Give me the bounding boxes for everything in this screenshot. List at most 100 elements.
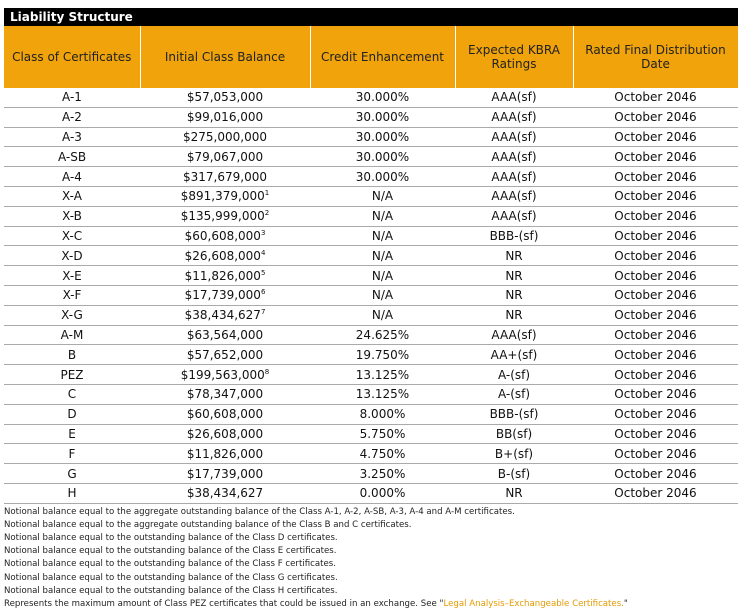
table-cell: $17,739,0006 (140, 285, 310, 306)
cell-text: A-(sf) (497, 387, 531, 402)
footnote-text: Notional balance equal to the outstandin… (4, 533, 338, 544)
table-cell: X-C (4, 226, 140, 247)
table-cell: October 2046 (573, 364, 738, 385)
cell-text: N/A (371, 248, 394, 263)
table-cell: $17,739,000 (140, 463, 310, 484)
table-cell: 13.125% (310, 384, 455, 405)
table-body: A-1 $57,053,000 30.000% AAA(sf) October 2046… (4, 88, 738, 504)
cell-text: October 2046 (614, 407, 697, 422)
table-row: A-SB $79,067,000 30.000% AAA(sf) October 204… (4, 146, 738, 168)
table-cell: A-(sf) (455, 384, 573, 405)
footnote: Notional balance equal to the outstandin… (4, 572, 738, 585)
cell-text: A-4 (62, 169, 82, 184)
table-cell: AAA(sf) (455, 166, 573, 187)
table-cell: $63,564,000 (140, 325, 310, 346)
cell-text: B+(sf) (494, 446, 534, 461)
cell-text: X-B (62, 209, 82, 224)
table-row: PEZ $199,563,0008 13.125% A-(sf) October 204… (4, 364, 738, 385)
table-cell: N/A (310, 245, 455, 267)
table-cell: October 2046 (573, 245, 738, 267)
cell-text: AAA(sf) (491, 209, 537, 224)
footnote-link[interactable]: Legal Analysis–Exchangeable Certificates… (443, 599, 624, 610)
cell-text: PEZ (60, 367, 84, 382)
table-cell: 30.000% (310, 146, 455, 168)
footnote-mark: 8 (264, 367, 270, 376)
table-cell: PEZ (4, 364, 140, 385)
table-row: A-3 $275,000,000 30.000% AAA(sf) October 204… (4, 127, 738, 148)
cell-text: 19.750% (355, 347, 410, 362)
cell-text: $99,016,000 (186, 110, 264, 125)
table-cell: D (4, 404, 140, 425)
cell-text: $135,999,000 (180, 209, 265, 224)
table-cell: $60,608,000 (140, 404, 310, 425)
table-cell: October 2046 (573, 166, 738, 187)
cell-text: $11,826,000 (184, 268, 261, 283)
table-cell: October 2046 (573, 384, 738, 405)
table-cell: $99,016,000 (140, 107, 310, 128)
liability-structure: Liability Structure Class of Certificate… (4, 8, 739, 611)
footnote-mark: 1 (264, 189, 270, 198)
table-cell: $38,434,6277 (140, 305, 310, 326)
table-row: X-A $891,379,0001 N/A AAA(sf) October 2046 (4, 186, 738, 207)
cell-text: X-D (61, 248, 83, 263)
cell-text: October 2046 (614, 90, 697, 105)
table-cell: NR (455, 245, 573, 267)
table-cell: $199,563,0008 (140, 364, 310, 385)
cell-text: October 2046 (614, 426, 697, 441)
table-cell: October 2046 (573, 325, 738, 346)
table-row: A-4 $317,679,000 30.000% AAA(sf) October 204… (4, 166, 738, 187)
cell-text: October 2046 (614, 268, 697, 283)
table-cell: H (4, 483, 140, 504)
table-cell: N/A (310, 305, 455, 326)
cell-text: A-SB (57, 149, 87, 164)
table-cell: 5.750% (310, 424, 455, 445)
table-cell: 30.000% (310, 88, 455, 108)
column-header: Rated Final Distribution Date (573, 26, 739, 88)
table-cell: N/A (310, 206, 455, 227)
cell-text: October 2046 (614, 486, 697, 501)
table-cell: AAA(sf) (455, 146, 573, 168)
cell-text: AAA(sf) (491, 129, 537, 144)
cell-text: N/A (371, 308, 394, 323)
table-cell: 30.000% (310, 166, 455, 187)
cell-text: October 2046 (614, 129, 697, 144)
cell-text: $60,608,000 (186, 407, 264, 422)
table-cell: AAA(sf) (455, 88, 573, 108)
cell-text: NR (505, 308, 523, 323)
table-cell: 30.000% (310, 127, 455, 148)
table-cell: E (4, 424, 140, 445)
table-row: H $38,434,627 0.000% NR October 2046 (4, 483, 738, 504)
cell-text: AAA(sf) (491, 169, 537, 184)
cell-text: $57,652,000 (186, 347, 264, 362)
table-cell: October 2046 (573, 305, 738, 326)
footnote-mark: 6 (260, 288, 266, 297)
table-cell: X-G (4, 305, 140, 326)
footnote-mark: 2 (264, 209, 270, 218)
cell-text: AAA(sf) (491, 110, 537, 125)
column-header: Credit Enhancement (310, 26, 456, 88)
cell-text: 8.000% (359, 407, 406, 422)
cell-text: A-2 (62, 110, 82, 125)
cell-text: October 2046 (614, 367, 697, 382)
cell-text: 4.750% (359, 446, 406, 461)
table-cell: October 2046 (573, 127, 738, 148)
cell-text: N/A (371, 189, 394, 204)
table-cell: N/A (310, 226, 455, 247)
table-cell: X-A (4, 186, 140, 207)
cell-text: G (67, 466, 77, 481)
table-cell: October 2046 (573, 226, 738, 247)
cell-text: October 2046 (614, 387, 697, 402)
table-cell: October 2046 (573, 146, 738, 168)
cell-text: $17,739,000 (184, 288, 261, 303)
cell-text: $11,826,000 (186, 446, 264, 461)
footnote: Notional balance equal to the outstandin… (4, 532, 738, 545)
footnote-text: Notional balance equal to the outstandin… (4, 585, 338, 596)
cell-text: $317,679,000 (183, 169, 267, 184)
table-cell: October 2046 (573, 107, 738, 128)
cell-text: AA+(sf) (490, 347, 538, 362)
cell-text: N/A (371, 268, 394, 283)
footnote-text: Notional balance equal to the outstandin… (4, 546, 337, 557)
footnote-text: Notional balance equal to the outstandin… (4, 572, 338, 583)
table-cell: October 2046 (573, 206, 738, 227)
cell-text: E (68, 426, 76, 441)
